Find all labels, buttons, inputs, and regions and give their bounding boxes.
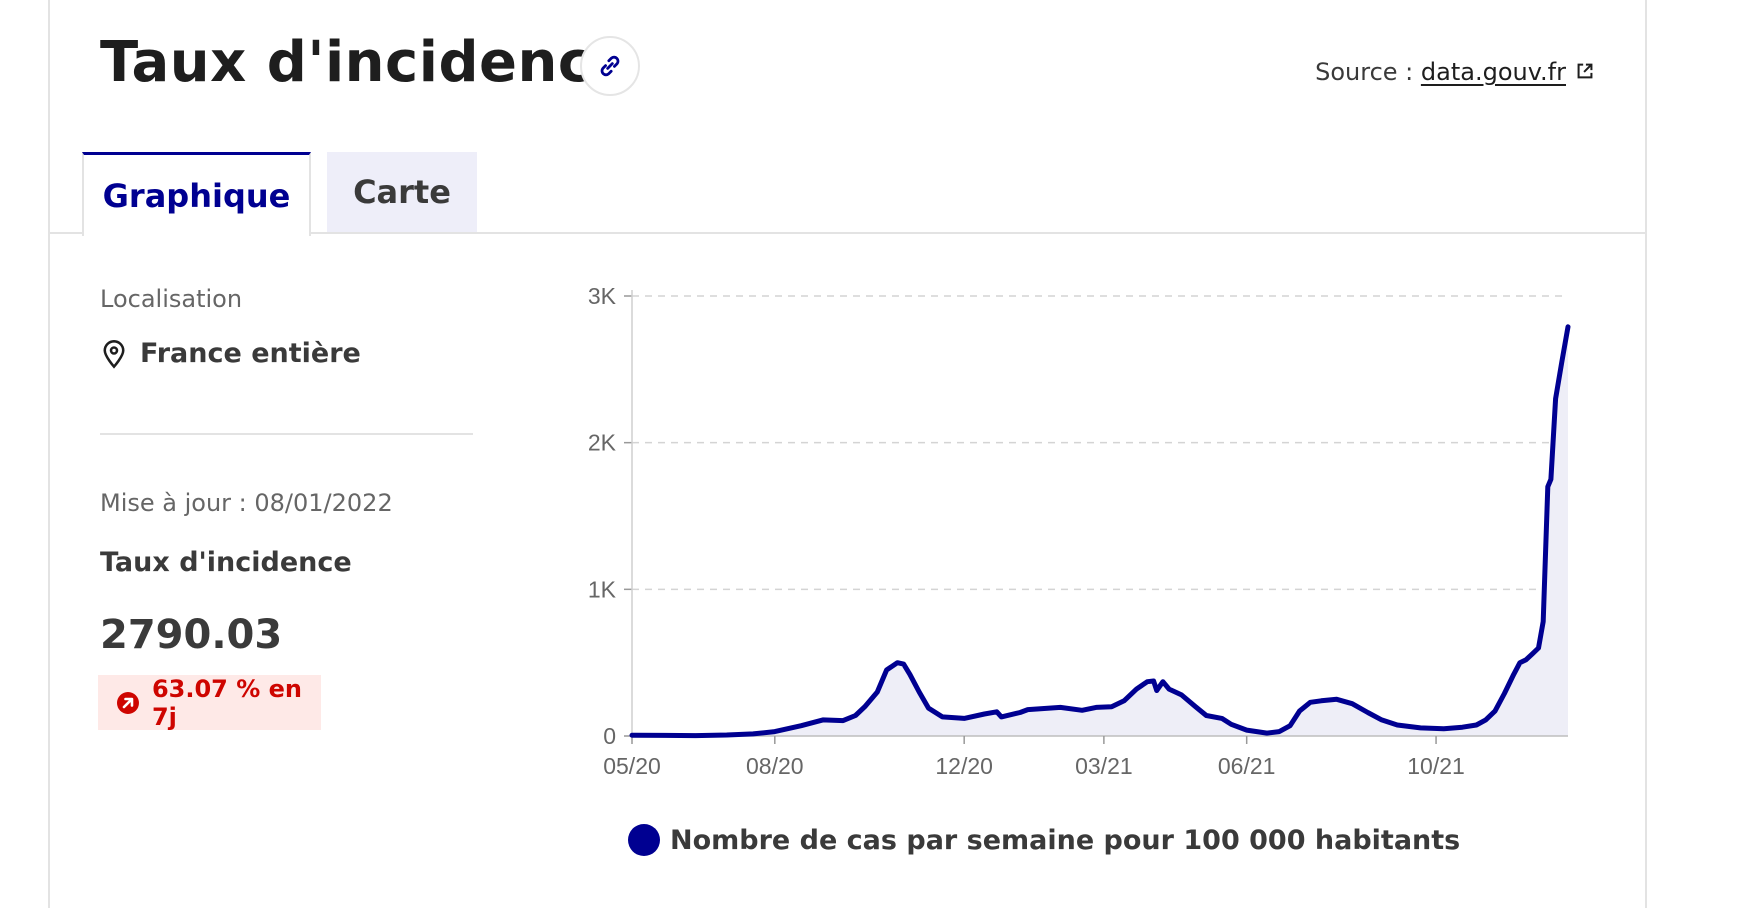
series-area: [632, 326, 1568, 736]
location-selector[interactable]: France entière: [100, 338, 361, 369]
x-tick-label: 03/21: [1075, 753, 1133, 779]
link-icon: [600, 55, 620, 77]
external-link-icon: [1577, 63, 1593, 79]
legend-label: Nombre de cas par semaine pour 100 000 h…: [670, 824, 1461, 856]
map-pin-icon: [103, 339, 125, 369]
tab-graphique[interactable]: Graphique: [82, 152, 311, 236]
tab-graphique-label: Graphique: [102, 176, 291, 215]
x-tick-label: 05/20: [603, 753, 661, 779]
y-tick-label: 3K: [588, 283, 617, 309]
source-link-label: data.gouv.fr: [1420, 58, 1566, 86]
frame-left-border: [48, 0, 50, 908]
source-link[interactable]: data.gouv.fr: [1421, 58, 1596, 86]
tab-carte-label: Carte: [353, 173, 451, 211]
frame-right-border: [1645, 0, 1647, 908]
x-tick-label: 08/20: [746, 753, 804, 779]
series-line: [629, 324, 1571, 739]
legend-marker: [628, 824, 660, 856]
trend-text: 63.07 % en 7j: [151, 674, 303, 731]
area-layer: [632, 326, 1568, 736]
copy-link-button[interactable]: [580, 36, 640, 96]
grid-layer: [632, 295, 1568, 591]
y-tick-label: 0: [603, 723, 616, 749]
location-label: Localisation: [100, 285, 243, 313]
y-tick-label: 1K: [588, 576, 617, 602]
location-value: France entière: [140, 338, 361, 369]
line-layer: [629, 324, 1571, 739]
sidebar-divider: [100, 433, 473, 435]
x-tick-label: 10/21: [1407, 753, 1465, 779]
update-date: Mise à jour : 08/01/2022: [100, 489, 393, 517]
metric-value: 2790.03: [100, 612, 283, 658]
source-line: Source : data.gouv.fr: [1315, 58, 1596, 86]
label-layer: 0 1K 2K 3K 05/20 08/20 12/20 03/21 06/21 10/21: [588, 283, 1465, 779]
source-prefix: Source :: [1315, 58, 1414, 86]
trend-badge: 63.07 % en 7j: [98, 674, 321, 731]
axis-layer: [624, 290, 1568, 744]
y-tick-label: 2K: [588, 430, 617, 456]
arrow-up-right-circle-icon: [116, 691, 139, 714]
tab-carte[interactable]: Carte: [327, 152, 477, 232]
tabs-divider: [50, 232, 1645, 234]
chart-legend: Nombre de cas par semaine pour 100 000 h…: [628, 824, 1460, 856]
x-tick-label: 06/21: [1218, 753, 1276, 779]
metric-label: Taux d'incidence: [100, 547, 352, 578]
x-tick-label: 12/20: [935, 753, 993, 779]
page-title: Taux d'incidence: [100, 30, 631, 95]
